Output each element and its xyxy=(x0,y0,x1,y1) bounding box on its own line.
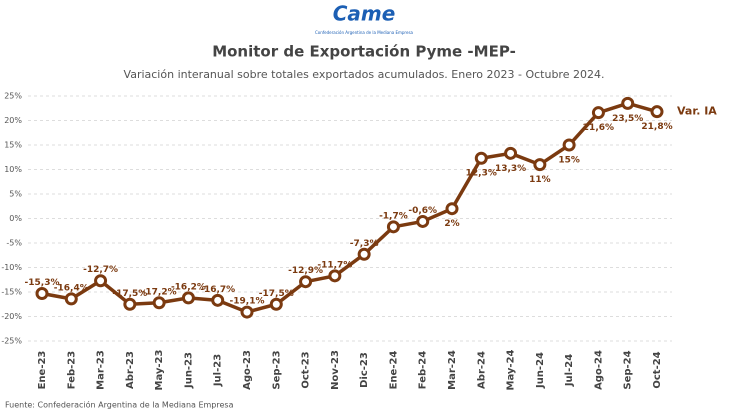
x-tick-label: May-24 xyxy=(506,349,517,390)
point xyxy=(94,274,108,288)
data-label: -16,7% xyxy=(200,285,235,295)
data-label: -17,5% xyxy=(112,289,147,299)
logo-name: Came xyxy=(333,2,396,26)
data-label: 15% xyxy=(558,156,580,166)
y-tick-label: -15% xyxy=(1,288,22,297)
data-label: 21,8% xyxy=(641,122,672,132)
x-tick-label: May-23 xyxy=(154,349,165,390)
x-tick-label: Ago-24 xyxy=(593,350,604,390)
series-line xyxy=(41,101,658,314)
data-label: -16,2% xyxy=(171,282,206,292)
x-tick-label: Ago-23 xyxy=(242,350,253,390)
data-label: -16,4% xyxy=(54,283,89,293)
x-tick-label: Oct-23 xyxy=(301,351,312,388)
chart-title: Monitor de Exportación Pyme -MEP- xyxy=(212,43,516,61)
point xyxy=(152,296,166,310)
x-tick-label: Sep-24 xyxy=(623,350,634,389)
point xyxy=(240,305,254,319)
source: Fuente: Confederación Argentina de la Me… xyxy=(5,400,234,410)
x-tick-label: Ene-24 xyxy=(388,351,399,390)
y-tick-label: 25% xyxy=(4,92,22,101)
data-label: -15,3% xyxy=(25,278,60,288)
data-label: -1,7% xyxy=(379,211,408,221)
point xyxy=(504,146,518,160)
point xyxy=(64,292,78,306)
x-tick-label: Jun-23 xyxy=(183,352,194,389)
point xyxy=(299,275,313,289)
data-label: -7,3% xyxy=(350,239,379,249)
data-label: 23,5% xyxy=(612,114,643,124)
data-label: -0,6% xyxy=(408,206,437,216)
point xyxy=(211,293,225,307)
x-tick-label: Jul-24 xyxy=(564,354,575,387)
x-tick-label: Jul-23 xyxy=(213,354,224,387)
data-label: -17,5% xyxy=(259,289,294,299)
point xyxy=(123,297,137,311)
y-tick-label: 15% xyxy=(4,141,22,150)
y-tick-label: -25% xyxy=(1,337,22,346)
data-label: -11,7% xyxy=(317,260,352,270)
data-label: 2% xyxy=(444,219,459,229)
data-label: 12,3% xyxy=(466,169,497,179)
x-tick-label: Oct-24 xyxy=(652,351,663,388)
point xyxy=(181,291,195,305)
x-tick-label: Mar-23 xyxy=(96,350,107,390)
y-tick-label: 0% xyxy=(9,214,22,223)
x-tick-label: Jun-24 xyxy=(535,352,546,389)
y-tick-label: 20% xyxy=(4,116,22,125)
point xyxy=(35,286,49,300)
point xyxy=(357,247,371,261)
point xyxy=(269,297,283,311)
x-tick-label: Dic-23 xyxy=(359,352,370,388)
point xyxy=(445,202,459,216)
data-label: 13,3% xyxy=(495,164,526,174)
point xyxy=(416,214,430,228)
x-tick-label: Nov-23 xyxy=(330,350,341,390)
y-tick-label: 5% xyxy=(9,190,22,199)
data-label: 11% xyxy=(529,175,551,185)
x-tick-label: Feb-23 xyxy=(66,351,77,389)
x-tick-label: Abr-23 xyxy=(125,351,136,389)
y-tick-label: 10% xyxy=(4,165,22,174)
data-label: 21,6% xyxy=(583,123,614,133)
data-label: -12,7% xyxy=(83,265,118,275)
point xyxy=(328,269,342,283)
point xyxy=(650,105,664,119)
point xyxy=(386,220,400,234)
point xyxy=(474,151,488,165)
data-label: -12,9% xyxy=(288,266,323,276)
data-label: -17,2% xyxy=(142,287,177,297)
point xyxy=(591,106,605,120)
x-tick-label: Mar-24 xyxy=(447,350,458,390)
point xyxy=(621,96,635,110)
data-label: -19,1% xyxy=(230,297,265,307)
logo-subtitle: Confederación Argentina de la Mediana Em… xyxy=(315,30,414,35)
x-tick-label: Ene-23 xyxy=(37,351,48,390)
y-tick-label: -10% xyxy=(1,263,22,272)
x-tick-label: Sep-23 xyxy=(271,350,282,389)
y-tick-label: -5% xyxy=(6,239,22,248)
point xyxy=(562,138,576,152)
y-tick-label: -20% xyxy=(1,312,22,321)
legend-label: Var. IA xyxy=(677,105,717,118)
x-tick-label: Abr-24 xyxy=(476,351,487,389)
chart-subtitle: Variación interanual sobre totales expor… xyxy=(124,68,605,81)
x-tick-label: Feb-24 xyxy=(418,351,429,389)
point xyxy=(533,158,547,172)
